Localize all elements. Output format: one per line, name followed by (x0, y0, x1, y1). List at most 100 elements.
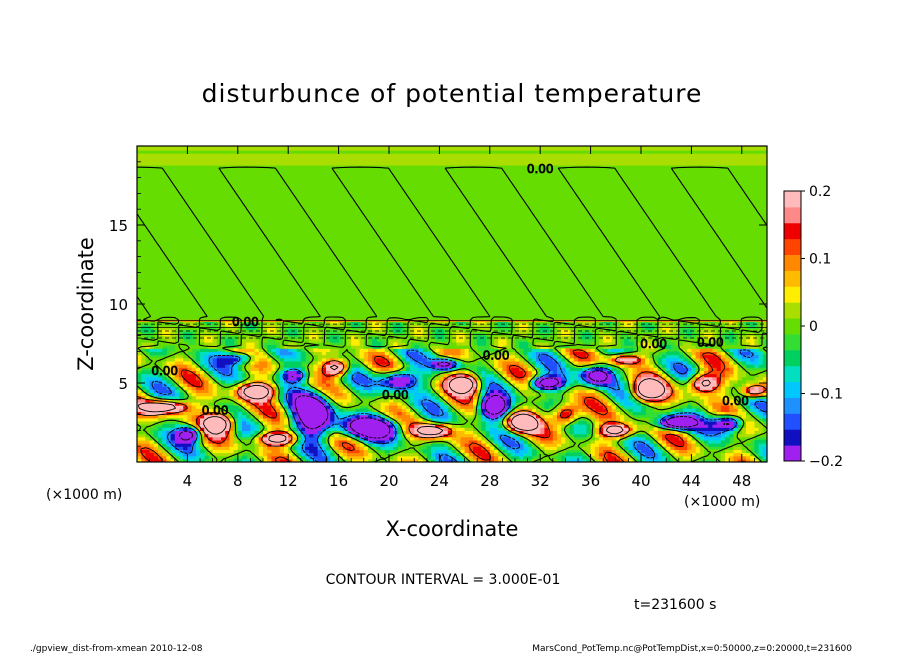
field-cell (216, 455, 222, 460)
field-cell (288, 405, 293, 409)
field-cell (632, 436, 638, 441)
field-cell (250, 458, 256, 462)
field-cell (548, 449, 554, 454)
field-cell (284, 417, 289, 422)
field-cell (426, 405, 432, 409)
field-cell (137, 449, 142, 454)
field-cell (586, 449, 592, 454)
field-cell (216, 452, 222, 457)
field-cell (263, 420, 268, 425)
field-cell (615, 411, 621, 416)
field-cell (489, 420, 495, 425)
field-cell (141, 430, 146, 435)
field-cell (641, 424, 646, 428)
field-cell (498, 455, 503, 460)
field-cell (284, 439, 289, 444)
field-cell (229, 392, 235, 397)
field-cell (296, 458, 302, 462)
field-cell (200, 411, 205, 416)
field-cell (653, 458, 659, 462)
field-cell (762, 401, 767, 406)
field-cell (452, 443, 457, 447)
field-cell (699, 427, 705, 431)
field-cell (246, 401, 251, 406)
field-cell (611, 430, 617, 435)
field-cell (355, 398, 361, 403)
field-cell (716, 436, 722, 441)
field-cell (208, 443, 214, 447)
field-cell (393, 411, 398, 416)
field-cell (704, 452, 709, 457)
field-cell (355, 417, 361, 422)
field-cell (342, 455, 348, 460)
field-cell (636, 436, 642, 441)
field-cell (641, 446, 646, 450)
field-cell (523, 408, 529, 413)
field-cell (603, 458, 608, 462)
field-cell (200, 389, 205, 394)
field-cell (582, 433, 587, 438)
field-cell (221, 420, 226, 425)
field-cell (590, 411, 596, 416)
field-cell (540, 420, 545, 425)
field-cell (754, 449, 760, 454)
field-cell (179, 455, 184, 460)
field-cell (389, 452, 394, 457)
field-cell (443, 395, 449, 400)
field-cell (624, 417, 629, 422)
field-cell (477, 436, 482, 441)
field-cell (544, 446, 550, 450)
field-cell (670, 427, 676, 431)
field-cell (683, 408, 688, 413)
field-cell (351, 405, 356, 409)
field-cell (271, 414, 277, 419)
field-cell (540, 433, 545, 438)
field-cell (498, 443, 503, 447)
field-cell (368, 401, 373, 406)
field-cell (473, 433, 478, 438)
field-cell (712, 405, 718, 409)
field-cell (565, 424, 571, 428)
field-cell (229, 427, 235, 431)
field-cell (674, 398, 680, 403)
field-cell (410, 395, 415, 400)
field-cell (200, 433, 205, 438)
field-cell (569, 436, 575, 441)
field-cell (557, 405, 562, 409)
field-cell (632, 395, 638, 400)
field-cell (418, 348, 424, 352)
field-cell (183, 433, 188, 438)
field-cell (447, 392, 453, 397)
field-cell (376, 439, 382, 444)
field-cell (481, 417, 487, 422)
field-cell (611, 443, 617, 447)
field-cell (187, 449, 193, 454)
field-cell (674, 417, 680, 422)
field-cell (645, 392, 650, 397)
field-cell (653, 398, 659, 403)
field-cell (460, 395, 466, 400)
field-cell (191, 392, 197, 397)
field-cell (506, 427, 512, 431)
field-cell (552, 449, 558, 454)
field-cell (233, 439, 239, 444)
field-cell (317, 446, 323, 450)
field-cell (485, 446, 491, 450)
field-cell (263, 401, 268, 406)
field-cell (179, 443, 184, 447)
field-cell (292, 436, 298, 441)
field-cell (426, 395, 432, 400)
field-cell (699, 446, 705, 450)
field-cell (691, 420, 697, 425)
field-cell (662, 354, 667, 359)
field-cell (485, 420, 491, 425)
field-cell (141, 398, 146, 403)
field-cell (309, 446, 314, 450)
field-cell (166, 439, 172, 444)
field-cell (523, 433, 529, 438)
field-cell (321, 446, 327, 450)
field-cell (762, 417, 767, 422)
field-cell (561, 414, 566, 419)
field-cell (212, 433, 218, 438)
field-cell (733, 408, 739, 413)
